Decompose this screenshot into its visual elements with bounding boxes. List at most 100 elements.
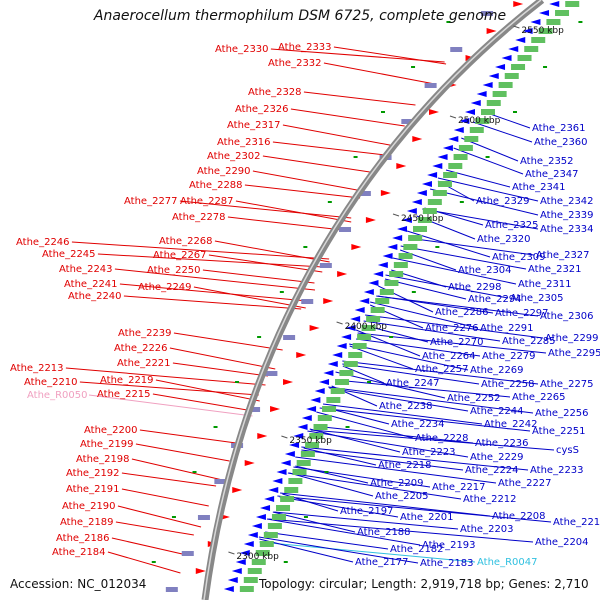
leader-line	[252, 170, 369, 193]
gene-label-reverse: Athe_2208	[492, 511, 546, 522]
leader-line	[335, 379, 511, 398]
feature-marker	[435, 246, 440, 248]
forward-gene-arrow	[270, 406, 281, 412]
leader-line	[357, 332, 547, 354]
gene-label-reverse: Athe_2360	[534, 137, 588, 148]
leader-line	[400, 245, 527, 270]
gene-function-block	[486, 100, 501, 106]
gene-function-block	[498, 82, 513, 88]
reverse-gene-arrow	[427, 172, 438, 178]
gene-label-reverse: Athe_2183	[420, 558, 474, 569]
gene-label-forward: Athe_2186	[56, 533, 110, 544]
leader-line	[385, 274, 509, 299]
kbp-label: 2500 kbp	[458, 116, 501, 126]
gene-function-block	[259, 541, 274, 547]
forward-gene-arrow	[244, 460, 255, 466]
leader-line	[356, 338, 481, 357]
gene-label-forward: Athe_2287	[180, 196, 234, 207]
leader-line	[107, 551, 181, 574]
reverse-gene-arrow	[260, 505, 271, 511]
reverse-gene-arrow	[301, 415, 312, 421]
leader-line	[131, 458, 223, 481]
feature-marker	[345, 426, 350, 428]
reverse-gene-arrow	[255, 514, 266, 520]
leader-line	[279, 496, 399, 518]
reverse-gene-arrow	[368, 280, 379, 286]
forward-gene-arrow	[257, 433, 268, 439]
reverse-gene-arrow	[377, 262, 388, 268]
leader-line	[115, 521, 194, 536]
reverse-gene-arrow	[327, 361, 338, 367]
feature-marker	[327, 201, 332, 203]
gene-label-reverse: Athe_2204	[535, 537, 589, 548]
feature-marker	[380, 111, 385, 113]
gene-function-block	[317, 415, 332, 421]
forward-gene-arrow	[283, 379, 294, 385]
leader-line	[71, 241, 330, 260]
leader-line	[282, 124, 395, 147]
reverse-gene-arrow	[373, 271, 384, 277]
leader-line	[429, 188, 539, 216]
leader-line	[342, 363, 480, 385]
reverse-gene-arrow	[549, 1, 560, 7]
forward-gene-arrow	[337, 271, 348, 277]
gene-label-reverse: Athe_2352	[520, 156, 574, 167]
reverse-gene-arrow	[323, 370, 334, 376]
kbp-label: 2400 kbp	[345, 322, 388, 332]
forward-gene-arrow	[513, 1, 524, 7]
reverse-gene-arrow	[448, 136, 459, 142]
kbp-label: 2300 kbp	[236, 552, 279, 562]
gene-function-block	[197, 515, 210, 520]
kbp-tick	[449, 115, 457, 119]
leader-line	[172, 362, 269, 377]
gene-label-reverse: cysS	[556, 445, 579, 456]
gene-label-reverse: Athe_2209	[370, 478, 424, 489]
leader-line	[319, 407, 531, 432]
reverse-gene-arrow	[289, 442, 300, 448]
gene-function-block	[263, 532, 278, 538]
reverse-gene-arrow	[264, 496, 275, 502]
forward-gene-arrow	[309, 325, 320, 331]
reverse-gene-arrow	[453, 127, 464, 133]
gene-label-forward: Athe_2332	[268, 58, 322, 69]
gene-function-block	[243, 577, 258, 583]
reverse-gene-arrow	[276, 469, 287, 475]
feature-marker	[303, 516, 308, 518]
gene-function-block	[403, 244, 418, 250]
gene-function-block	[389, 271, 404, 277]
gene-function-block	[511, 64, 526, 70]
reverse-gene-arrow	[359, 298, 370, 304]
gene-function-block	[437, 181, 452, 187]
reverse-gene-arrow	[539, 10, 550, 16]
gene-function-block	[361, 325, 376, 331]
reverse-gene-arrow	[284, 451, 295, 457]
gene-label-reverse: Athe_2238	[379, 401, 433, 412]
gene-function-block	[358, 191, 371, 196]
feature-marker	[367, 381, 372, 383]
gene-function-block	[453, 154, 468, 160]
leader-line	[65, 367, 266, 386]
gene-labels: Athe_2330 Athe_2333 Athe_2332 Athe_2328 Athe…	[10, 42, 600, 569]
forward-gene-arrow	[296, 352, 307, 358]
gene-label-reverse: Athe_2257	[415, 364, 469, 375]
reverse-gene-arrow	[345, 325, 356, 331]
leader-line	[117, 505, 202, 528]
leader-line	[408, 237, 535, 256]
reverse-gene-arrow	[235, 559, 246, 565]
gene-label-reverse: Athe_2247	[386, 378, 440, 389]
kbp-label: 2350 kbp	[289, 436, 332, 446]
gene-label-reverse: Athe_2228	[415, 433, 469, 444]
gene-label-forward: Athe_2210	[24, 377, 78, 388]
gene-label-reverse: Athe_2251	[532, 426, 586, 437]
feature-marker	[324, 471, 329, 473]
gene-label-reverse: Athe_2320	[477, 234, 531, 245]
leader-line	[333, 46, 447, 65]
reverse-gene-arrow	[297, 424, 308, 430]
gene-label-reverse: Athe_2197	[340, 506, 394, 517]
gene-function-block	[469, 127, 484, 133]
gene-label-forward: Athe_2199	[80, 439, 134, 450]
forward-gene-arrow	[380, 190, 391, 196]
gene-label-reverse: Athe_2217	[432, 482, 486, 493]
leader-line	[422, 208, 539, 230]
